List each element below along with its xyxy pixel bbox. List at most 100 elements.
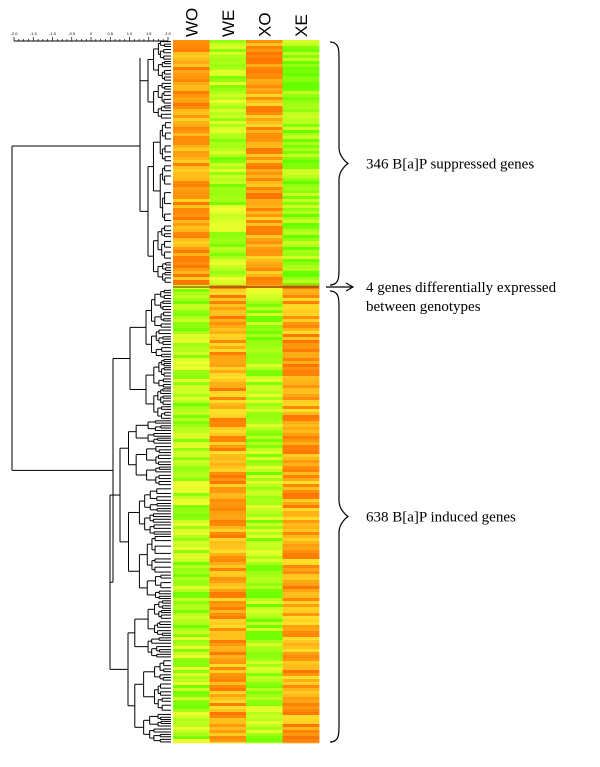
heatmap-cell-we [209, 199, 247, 203]
heatmap-cell-xo [246, 115, 283, 119]
heatmap-cell-wo [173, 178, 210, 182]
heatmap-cell-we [209, 688, 247, 692]
heatmap-cell-wo [173, 664, 210, 668]
heatmap-cell-we [209, 463, 247, 467]
heatmap-cell-wo [173, 559, 210, 563]
heatmap-cell-xo [246, 475, 283, 479]
heatmap-cell-wo [173, 238, 210, 242]
heatmap-cell-xe [282, 559, 320, 563]
heatmap-cell-xo [246, 229, 283, 233]
heatmap-cell-xo [246, 382, 283, 386]
heatmap-cell-wo [173, 391, 210, 395]
heatmap-cell-we [209, 184, 247, 188]
heatmap-cell-we [209, 358, 247, 362]
heatmap-cell-xo [246, 232, 283, 236]
heatmap-cell-xo [246, 364, 283, 368]
heatmap-cell-wo [173, 289, 210, 293]
heatmap-cell-wo [173, 367, 210, 371]
heatmap-cell-we [209, 511, 247, 515]
heatmap-cell-xe [282, 343, 320, 347]
heatmap-cell-xe [282, 415, 320, 419]
heatmap-cell-wo [173, 388, 210, 392]
heatmap-cell-xe [282, 670, 320, 674]
heatmap-cell-xo [246, 460, 283, 464]
heatmap-cell-xo [246, 541, 283, 545]
heatmap-cell-we [209, 394, 247, 398]
heatmap-cell-xo [246, 532, 283, 536]
heatmap-cell-we [209, 259, 247, 263]
heatmap-cell-xo [246, 91, 283, 95]
heatmap-cell-xo [246, 496, 283, 500]
heatmap-cell-xe [282, 274, 320, 278]
heatmap-cell-we [209, 328, 247, 332]
heatmap-cell-xe [282, 427, 320, 431]
heatmap-cell-wo [173, 250, 210, 254]
heatmap-cell-xe [282, 529, 320, 533]
heatmap-cell-wo [173, 541, 210, 545]
heatmap-cell-xo [246, 79, 283, 83]
heatmap-cell-xo [246, 295, 283, 299]
heatmap-cell-we [209, 76, 247, 80]
heatmap-cell-xe [282, 478, 320, 482]
heatmap-cell-we [209, 712, 247, 716]
heatmap-cell-we [209, 325, 247, 329]
heatmap-cell-xo [246, 112, 283, 116]
heatmap-cell-wo [173, 601, 210, 605]
heatmap-cell-wo [173, 76, 210, 80]
heatmap-cell-wo [173, 46, 210, 50]
heatmap-cell-wo [173, 40, 210, 44]
heatmap-cell-we [209, 664, 247, 668]
heatmap-cell-xo [246, 529, 283, 533]
heatmap-cell-xo [246, 88, 283, 92]
heatmap-cell-we [209, 478, 247, 482]
heatmap-cell-xo [246, 55, 283, 59]
heatmap-cell-we [209, 229, 247, 233]
heatmap-cell-we [209, 250, 247, 254]
heatmap-cell-xe [282, 241, 320, 245]
heatmap-cell-we [209, 313, 247, 317]
heatmap-cell-we [209, 496, 247, 500]
heatmap-cell-xo [246, 634, 283, 638]
heatmap-cell-xo [246, 43, 283, 47]
heatmap-cell-xo [246, 163, 283, 167]
heatmap-cell-xo [246, 196, 283, 200]
annotation-differential: 4 genes differentially expressed [366, 280, 557, 296]
heatmap-cell-xo [246, 151, 283, 155]
heatmap-cell-xo [246, 433, 283, 437]
heatmap-cell-wo [173, 310, 210, 314]
heatmap-cell-wo [173, 307, 210, 311]
heatmap-cell-wo [173, 529, 210, 533]
heatmap-cell-we [209, 244, 247, 248]
heatmap-cell-xo [246, 436, 283, 440]
heatmap-cell-we [209, 256, 247, 260]
heatmap-cell-we [209, 160, 247, 164]
heatmap-cell-wo [173, 538, 210, 542]
heatmap-cell-xe [282, 640, 320, 644]
heatmap-cell-wo [173, 724, 210, 728]
heatmap-cell-we [209, 340, 247, 344]
heatmap-cell-xe [282, 547, 320, 551]
heatmap-cell-wo [173, 226, 210, 230]
heatmap-cell-xe [282, 484, 320, 488]
heatmap-cell-xo [246, 193, 283, 197]
heatmap-cell-we [209, 613, 247, 617]
heatmap-cell-wo [173, 142, 210, 146]
heatmap-cell-wo [173, 649, 210, 653]
heatmap-cell-we [209, 532, 247, 536]
heatmap-cell-we [209, 349, 247, 353]
heatmap-cell-wo [173, 553, 210, 557]
heatmap-cell-wo [173, 52, 210, 56]
heatmap-cell-xo [246, 559, 283, 563]
heatmap-cell-wo [173, 472, 210, 476]
heatmap-cell-wo [173, 316, 210, 320]
heatmap-cell-wo [173, 562, 210, 566]
heatmap-cell-we [209, 439, 247, 443]
heatmap-cell-we [209, 334, 247, 338]
heatmap-cell-xo [246, 157, 283, 161]
heatmap-cell-we [209, 397, 247, 401]
heatmap-cell-wo [173, 343, 210, 347]
heatmap-cell-xo [246, 607, 283, 611]
heatmap-cell-xo [246, 274, 283, 278]
heatmap-cell-xe [282, 553, 320, 557]
heatmap-cell-xo [246, 628, 283, 632]
